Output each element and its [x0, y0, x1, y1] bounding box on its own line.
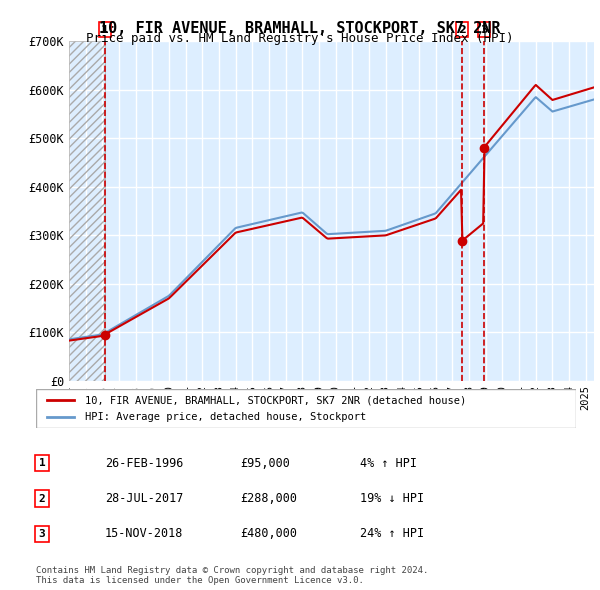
Text: Contains HM Land Registry data © Crown copyright and database right 2024.: Contains HM Land Registry data © Crown c…	[36, 566, 428, 575]
Text: 24% ↑ HPI: 24% ↑ HPI	[360, 527, 424, 540]
Bar	[69, 41, 105, 381]
Text: 10, FIR AVENUE, BRAMHALL, STOCKPORT, SK7 2NR (detached house): 10, FIR AVENUE, BRAMHALL, STOCKPORT, SK7…	[85, 395, 466, 405]
FancyBboxPatch shape	[36, 389, 576, 428]
Text: 2: 2	[38, 494, 46, 503]
Text: This data is licensed under the Open Government Licence v3.0.: This data is licensed under the Open Gov…	[36, 576, 364, 585]
Text: 1: 1	[38, 458, 46, 468]
Text: 4% ↑ HPI: 4% ↑ HPI	[360, 457, 417, 470]
Text: 3: 3	[480, 25, 487, 35]
Text: £480,000: £480,000	[240, 527, 297, 540]
Text: 19% ↓ HPI: 19% ↓ HPI	[360, 492, 424, 505]
Text: HPI: Average price, detached house, Stockport: HPI: Average price, detached house, Stoc…	[85, 412, 366, 422]
Text: £95,000: £95,000	[240, 457, 290, 470]
Text: Price paid vs. HM Land Registry's House Price Index (HPI): Price paid vs. HM Land Registry's House …	[86, 32, 514, 45]
Text: 2: 2	[458, 25, 466, 35]
Text: 28-JUL-2017: 28-JUL-2017	[105, 492, 184, 505]
Text: 15-NOV-2018: 15-NOV-2018	[105, 527, 184, 540]
Text: 26-FEB-1996: 26-FEB-1996	[105, 457, 184, 470]
Text: £288,000: £288,000	[240, 492, 297, 505]
Text: 1: 1	[101, 25, 109, 35]
Text: 10, FIR AVENUE, BRAMHALL, STOCKPORT, SK7 2NR: 10, FIR AVENUE, BRAMHALL, STOCKPORT, SK7…	[99, 21, 501, 35]
Text: 3: 3	[38, 529, 46, 539]
